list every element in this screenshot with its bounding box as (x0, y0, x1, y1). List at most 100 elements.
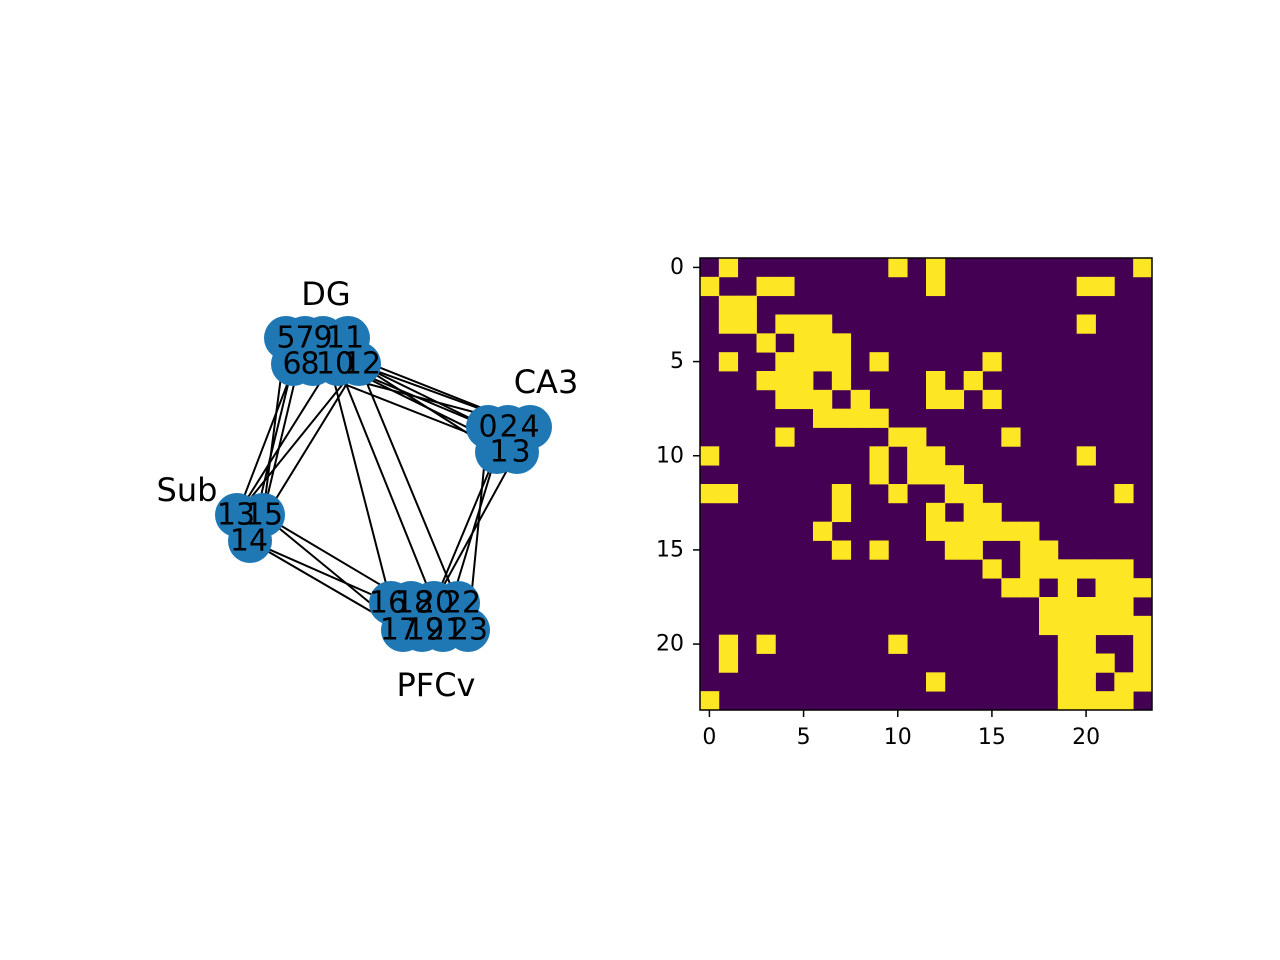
cell-7-15 (982, 389, 1002, 410)
x-tick-label-20: 20 (1072, 725, 1100, 750)
node-label-16: 16 (369, 586, 407, 621)
cell-16-20 (1076, 559, 1096, 579)
group-label-dg: DG (301, 275, 350, 313)
cell-16-21 (1095, 559, 1115, 579)
cell-17-19 (1057, 578, 1078, 598)
cell-9-4 (775, 427, 795, 447)
cell-20-23 (1133, 634, 1153, 654)
x-tick-label-0: 0 (702, 725, 716, 750)
cell-22-23 (1133, 672, 1153, 692)
node-label-20: 20 (416, 586, 454, 621)
cell-19-22 (1114, 615, 1134, 636)
node-label-12: 12 (343, 347, 381, 382)
cell-23-0 (700, 691, 720, 711)
cell-10-11 (907, 446, 927, 466)
cell-3-6 (813, 314, 833, 334)
cell-7-8 (850, 389, 870, 410)
cell-10-0 (700, 446, 720, 466)
cell-12-22 (1114, 484, 1134, 504)
edge-12-22 (358, 363, 459, 604)
cell-20-3 (756, 634, 776, 654)
cell-13-12 (926, 502, 946, 523)
cell-7-12 (926, 389, 946, 410)
node-label-22: 22 (443, 586, 481, 621)
y-tick-label-20: 20 (656, 632, 684, 657)
node-label-5: 5 (276, 321, 295, 356)
cell-12-7 (831, 484, 852, 504)
node-14 (228, 519, 272, 563)
cell-0-23 (1133, 258, 1153, 278)
cell-21-19 (1057, 653, 1078, 673)
node-label-18: 18 (395, 586, 433, 621)
cell-19-23 (1133, 615, 1153, 636)
cell-4-6 (813, 333, 833, 353)
y-axis-ticks: 0 5 10 15 20 (656, 255, 700, 657)
cell-21-23 (1133, 653, 1153, 673)
cell-11-11 (907, 465, 927, 485)
cell-4-5 (794, 333, 814, 353)
node-label-6: 6 (282, 347, 301, 382)
cell-4-7 (831, 333, 852, 353)
cell-8-7 (831, 408, 852, 428)
cell-20-20 (1076, 634, 1096, 654)
y-tick-label-0: 0 (670, 255, 684, 280)
cell-7-6 (813, 389, 833, 410)
x-tick-label-5: 5 (797, 725, 811, 750)
cell-1-21 (1095, 276, 1115, 297)
node-layer (215, 316, 552, 652)
group-label-sub: Sub (157, 471, 218, 509)
cell-10-9 (869, 446, 889, 466)
edge-0-12 (358, 363, 489, 428)
node-label-9: 9 (313, 321, 332, 356)
cell-14-13 (944, 521, 965, 541)
cell-17-22 (1114, 578, 1134, 598)
cell-6-5 (794, 371, 814, 391)
cell-6-4 (775, 371, 795, 391)
cell-18-20 (1076, 597, 1096, 617)
cell-1-0 (700, 276, 720, 297)
cell-15-17 (1020, 540, 1040, 560)
cell-17-23 (1133, 578, 1153, 598)
node-12 (337, 342, 381, 386)
node-label-11: 11 (326, 321, 364, 356)
cell-1-3 (756, 276, 776, 297)
cell-10-20 (1076, 446, 1096, 466)
node-label-0: 0 (478, 410, 497, 445)
node-label-3: 3 (511, 435, 530, 470)
cell-15-14 (963, 540, 983, 560)
heatmap-frame (699, 257, 1153, 711)
cell-18-22 (1114, 597, 1134, 617)
edge-1-20 (433, 451, 498, 604)
cell-12-13 (944, 484, 965, 504)
cell-11-13 (944, 465, 965, 485)
adjacency-heatmap: 0 5 10 15 20 0 5 10 15 20 (656, 255, 1153, 750)
node-label-4: 4 (520, 410, 539, 445)
cell-3-1 (718, 314, 739, 334)
edge-10-20 (337, 363, 435, 604)
cell-12-1 (718, 484, 739, 504)
cell-17-17 (1020, 578, 1040, 598)
cell-12-10 (888, 484, 908, 504)
cell-19-18 (1039, 615, 1059, 636)
cell-21-20 (1076, 653, 1096, 673)
cell-7-5 (794, 389, 814, 410)
cell-21-21 (1095, 653, 1115, 673)
x-axis-ticks: 0 5 10 15 20 (702, 710, 1100, 750)
x-tick-label-15: 15 (978, 725, 1006, 750)
cell-23-22 (1114, 691, 1134, 711)
y-tick-label-5: 5 (670, 349, 684, 374)
cell-1-4 (775, 276, 795, 297)
cell-4-3 (756, 333, 776, 353)
cell-19-19 (1057, 615, 1078, 636)
node-label-1: 1 (489, 435, 508, 470)
cell-7-13 (944, 389, 965, 410)
cell-15-9 (869, 540, 889, 560)
group-label-ca3: CA3 (514, 363, 579, 401)
cell-1-12 (926, 276, 946, 297)
cell-16-22 (1114, 559, 1134, 579)
cell-13-7 (831, 502, 852, 523)
cell-11-9 (869, 465, 889, 485)
cell-15-18 (1039, 540, 1059, 560)
